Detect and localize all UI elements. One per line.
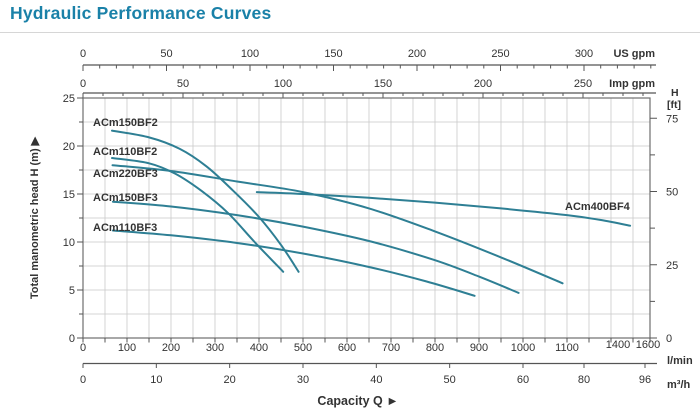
- imp-gpm-unit: Imp gpm: [609, 78, 655, 90]
- l-min-tick-label: 300: [206, 342, 224, 354]
- head-m-tick-label: 0: [69, 333, 75, 345]
- imp-gpm-tick-label: 150: [374, 78, 392, 90]
- imp-gpm-tick-label: 50: [177, 78, 189, 90]
- head-m-tick-label: 20: [63, 141, 75, 153]
- curve-ACm150BF2: [111, 129, 300, 273]
- l-min-tick-label: 0: [80, 342, 86, 354]
- l-min-tick-label: 700: [382, 342, 400, 354]
- right-axis-unit-ft: [ft]: [667, 99, 681, 111]
- us-gpm-tick-label: 150: [324, 48, 342, 60]
- us-gpm-tick-label: 0: [80, 48, 86, 60]
- curve-label-ACm220BF3: ACm220BF3: [93, 168, 158, 180]
- head-m-tick-label: 10: [63, 237, 75, 249]
- curve-label-ACm400BF4: ACm400BF4: [565, 201, 631, 213]
- page-title: Hydraulic Performance Curves: [10, 3, 272, 23]
- us-gpm-tick-label: 300: [575, 48, 593, 60]
- curve-ACm150BF3: [111, 200, 520, 294]
- m3h-tick-label: 20: [224, 374, 236, 386]
- head-m-tick-label: 5: [69, 285, 75, 297]
- l-min-tick-label: 100: [118, 342, 136, 354]
- l-min-tick-label: 800: [426, 342, 444, 354]
- m3h-tick-label: 60: [517, 374, 529, 386]
- l-min-tick-label: 900: [470, 342, 488, 354]
- us-gpm-unit: US gpm: [613, 48, 655, 60]
- m3h-unit: m³/h: [667, 379, 691, 391]
- m3h-tick-label: 0: [80, 374, 86, 386]
- head-m-tick-label: 25: [63, 93, 75, 105]
- us-gpm-tick-label: 100: [241, 48, 259, 60]
- m3h-tick-label: 10: [150, 374, 162, 386]
- l-min-tick-label: 600: [338, 342, 356, 354]
- imp-gpm-tick-label: 200: [474, 78, 492, 90]
- l-min-tick-label: 1000: [511, 342, 535, 354]
- l-min-tick-label: 1400: [606, 339, 630, 351]
- curve-label-ACm110BF3: ACm110BF3: [93, 222, 157, 234]
- imp-gpm-tick-label: 100: [274, 78, 292, 90]
- head-ft-tick-label: 25: [666, 260, 678, 272]
- l-min-tick-label: 1600: [636, 339, 660, 351]
- l-min-unit: l/min: [667, 355, 693, 367]
- l-min-tick-label: 1100: [555, 342, 579, 354]
- l-min-tick-label: 200: [162, 342, 180, 354]
- head-ft-tick-label: 0: [666, 333, 672, 345]
- imp-gpm-tick-label: 0: [80, 78, 86, 90]
- y-axis-title: Total manometric head H (m) ▶: [29, 136, 41, 299]
- m3h-tick-label: 50: [444, 374, 456, 386]
- x-axis-title: Capacity Q ►: [317, 394, 398, 408]
- m3h-tick-label: 30: [297, 374, 309, 386]
- imp-gpm-tick-label: 250: [574, 78, 592, 90]
- l-min-tick-label: 500: [294, 342, 312, 354]
- us-gpm-tick-label: 250: [491, 48, 509, 60]
- curve-label-ACm110BF2: ACm110BF2: [93, 146, 157, 158]
- head-m-tick-label: 15: [63, 189, 75, 201]
- us-gpm-tick-label: 50: [160, 48, 172, 60]
- curve-ACm400BF4: [255, 191, 632, 227]
- curve-ACm220BF3: [111, 164, 564, 285]
- curve-label-ACm150BF2: ACm150BF2: [93, 117, 158, 129]
- m3h-tick-label: 80: [578, 374, 590, 386]
- curve-ACm110BF3: [111, 229, 476, 297]
- m3h-tick-label: 96: [639, 374, 651, 386]
- head-ft-tick-label: 50: [666, 187, 678, 199]
- us-gpm-tick-label: 200: [408, 48, 426, 60]
- curve-label-ACm150BF3: ACm150BF3: [93, 192, 158, 204]
- right-axis-unit-h: H: [671, 87, 679, 99]
- curve-ACm110BF2: [111, 157, 285, 273]
- title-divider: [0, 32, 700, 33]
- l-min-tick-label: 400: [250, 342, 268, 354]
- m3h-tick-label: 40: [370, 374, 382, 386]
- head-ft-tick-label: 75: [666, 113, 678, 125]
